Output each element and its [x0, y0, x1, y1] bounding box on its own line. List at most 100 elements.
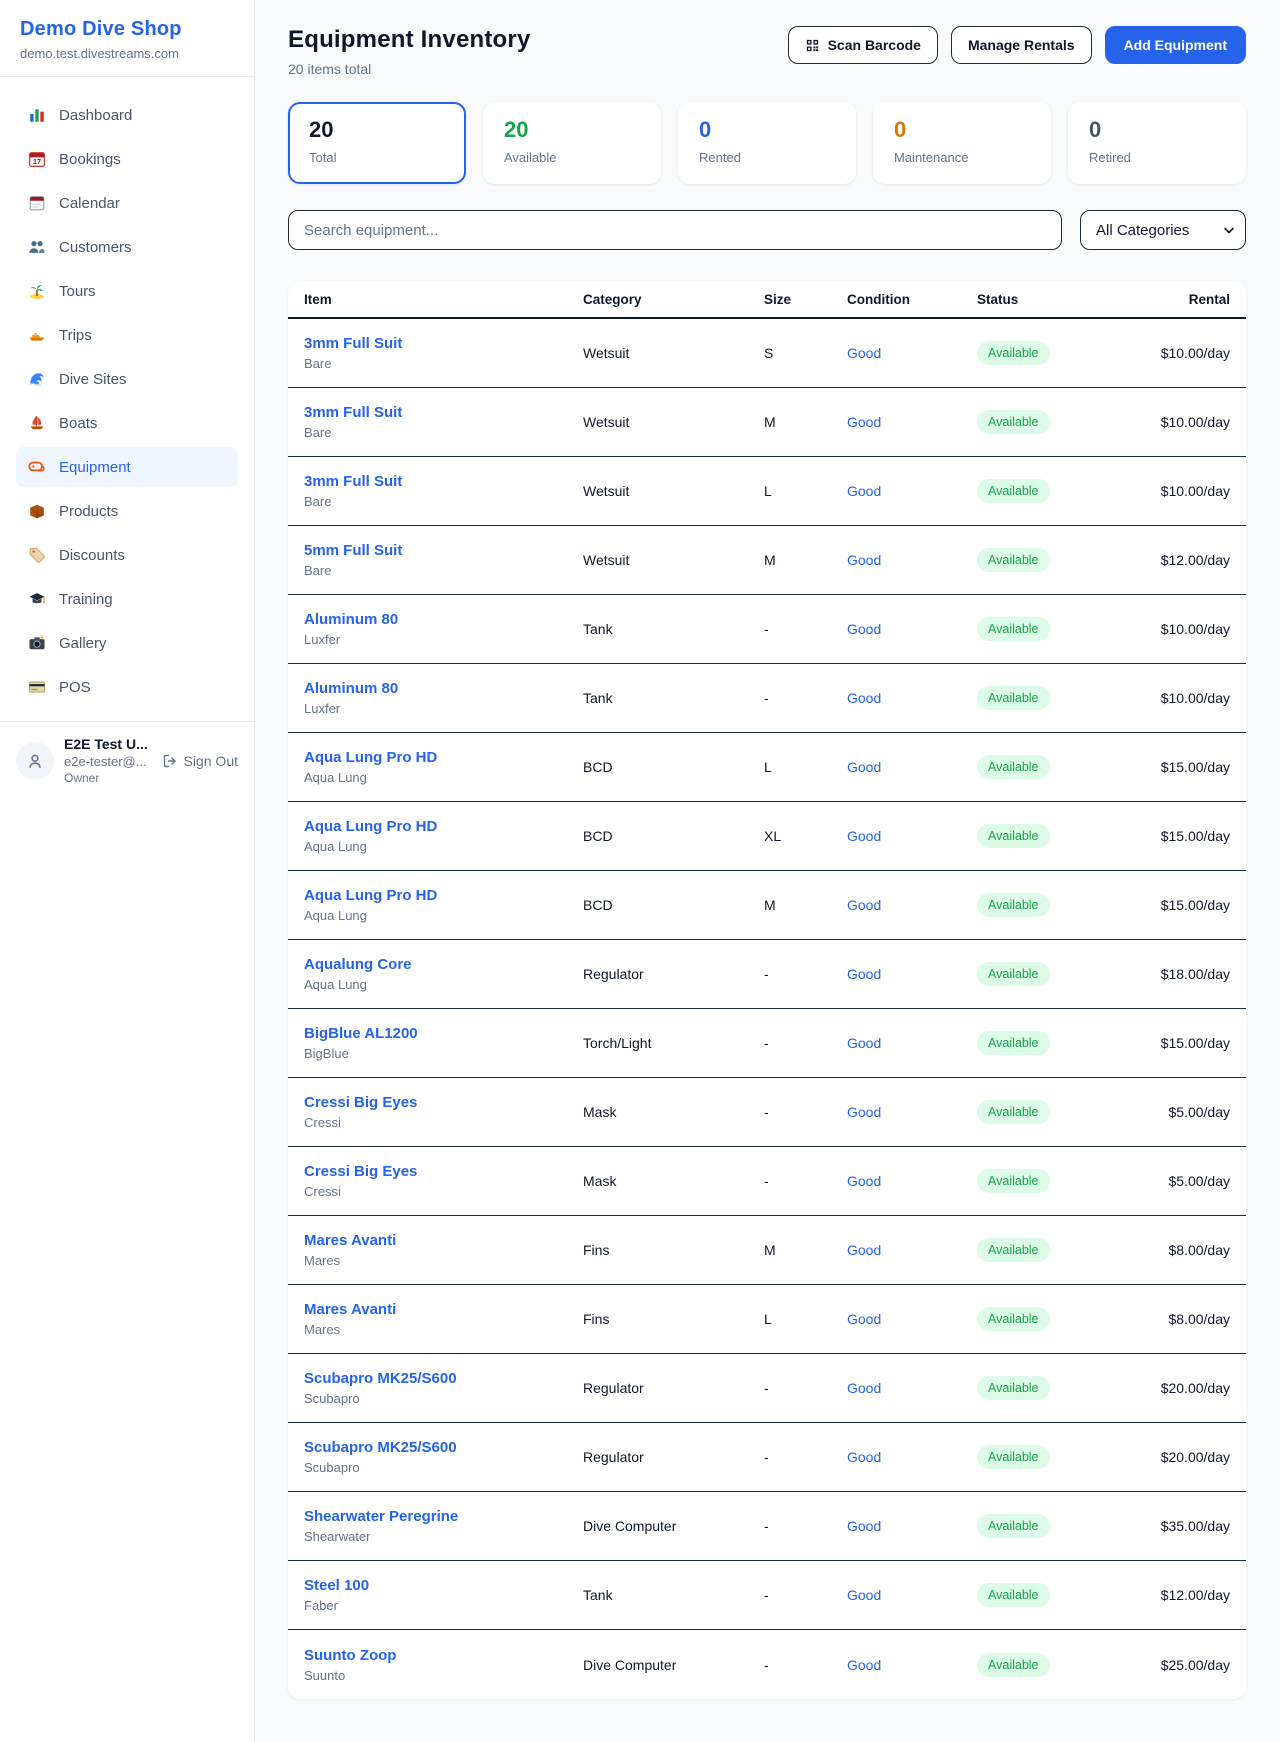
status-badge: Available	[977, 341, 1050, 365]
item-name-link[interactable]: Mares Avanti	[304, 1232, 397, 1249]
table-row: Aqua Lung Pro HD Aqua Lung BCD M Good Av…	[288, 871, 1246, 940]
sidebar-item-total[interactable]: 20 Total	[288, 102, 466, 184]
manage-rentals-button[interactable]: Manage Rentals	[950, 26, 1092, 64]
condition-link[interactable]: Good	[847, 1104, 882, 1120]
table-row: Mares Avanti Mares Fins M Good Available…	[288, 1216, 1246, 1285]
item-name-link[interactable]: Cressi Big Eyes	[304, 1163, 418, 1180]
condition-link[interactable]: Good	[847, 1311, 882, 1327]
rental-cell: $10.00/day	[1160, 690, 1230, 706]
condition-link[interactable]: Good	[847, 552, 882, 568]
sidebar-item-customers[interactable]: Customers	[16, 227, 238, 267]
item-name-link[interactable]: 5mm Full Suit	[304, 542, 403, 559]
status-badge: Available	[977, 824, 1050, 848]
condition-link[interactable]: Good	[847, 414, 882, 430]
condition-link[interactable]: Good	[847, 621, 882, 637]
sidebar-item-dashboard[interactable]: Dashboard	[16, 95, 238, 135]
sign-out-button[interactable]: Sign Out	[162, 753, 238, 769]
item-name-link[interactable]: 3mm Full Suit	[304, 473, 403, 490]
sidebar-item-label: Equipment	[59, 458, 131, 476]
condition-link[interactable]: Good	[847, 966, 882, 982]
condition-link[interactable]: Good	[847, 483, 882, 499]
item-name-link[interactable]: Aqua Lung Pro HD	[304, 887, 438, 904]
status-badge: Available	[977, 479, 1050, 503]
item-name-link[interactable]: Steel 100	[304, 1577, 370, 1594]
item-brand: Shearwater	[304, 1529, 371, 1544]
item-name-link[interactable]: Suunto Zoop	[304, 1646, 397, 1664]
tag-icon	[28, 546, 46, 564]
sidebar-item-maintenance[interactable]: 0 Maintenance	[873, 102, 1051, 184]
item-name-link[interactable]: Shearwater Peregrine	[304, 1508, 459, 1525]
condition-link[interactable]: Good	[847, 1587, 882, 1603]
table-row: Shearwater Peregrine Shearwater Dive Com…	[288, 1492, 1246, 1561]
sidebar-item-tours[interactable]: Tours	[16, 271, 238, 311]
item-brand: Mares	[304, 1253, 341, 1268]
sidebar-item-available[interactable]: 20 Available	[483, 102, 661, 184]
sidebar-item-bookings[interactable]: 17 Bookings	[16, 139, 238, 179]
sidebar-item-products[interactable]: Products	[16, 491, 238, 531]
equipment-table: Item Category Size Condition Status Rental 3m…	[288, 281, 1246, 1699]
sidebar-item-equipment[interactable]: Equipment	[16, 447, 238, 487]
category-select[interactable]: All Categories	[1080, 210, 1246, 250]
item-name-link[interactable]: Aluminum 80	[304, 680, 399, 697]
status-badge: Available	[977, 1307, 1050, 1331]
sidebar-item-training[interactable]: Training	[16, 579, 238, 619]
sidebar-item-discounts[interactable]: Discounts	[16, 535, 238, 575]
shop-name[interactable]: Demo Dive Shop	[20, 18, 182, 40]
add-equipment-button[interactable]: Add Equipment	[1104, 26, 1246, 64]
sidebar-item-gallery[interactable]: Gallery	[16, 623, 238, 663]
sidebar-item-retired[interactable]: 0 Retired	[1068, 102, 1246, 184]
table-row: 3mm Full Suit Bare Wetsuit M Good Availa…	[288, 388, 1246, 457]
condition-link[interactable]: Good	[847, 897, 882, 913]
item-name-link[interactable]: Aqua Lung Pro HD	[304, 818, 438, 835]
scan-barcode-button[interactable]: Scan Barcode	[787, 26, 938, 64]
item-name-link[interactable]: Aluminum 80	[304, 611, 399, 628]
sidebar-item-rented[interactable]: 0 Rented	[678, 102, 856, 184]
condition-link[interactable]: Good	[847, 1518, 882, 1534]
item-name-link[interactable]: Scubapro MK25/S600	[304, 1370, 457, 1387]
item-name-link[interactable]: Cressi Big Eyes	[304, 1094, 418, 1111]
condition-link[interactable]: Good	[847, 1656, 882, 1673]
item-brand: Faber	[304, 1598, 338, 1613]
condition-link[interactable]: Good	[847, 828, 882, 844]
search-input[interactable]	[288, 210, 1062, 250]
table-row: Aqua Lung Pro HD Aqua Lung BCD L Good Av…	[288, 733, 1246, 802]
status-badge: Available	[977, 686, 1050, 710]
item-brand: Bare	[304, 356, 332, 371]
rental-cell: $15.00/day	[1160, 828, 1230, 844]
category-cell: Regulator	[583, 966, 644, 982]
item-name-link[interactable]: Scubapro MK25/S600	[304, 1439, 457, 1456]
size-cell: -	[764, 621, 769, 637]
sidebar-item-pos[interactable]: POS	[16, 667, 238, 707]
user-name: E2E Test U...	[64, 736, 148, 752]
condition-link[interactable]: Good	[847, 759, 882, 775]
item-brand: Aqua Lung	[304, 839, 367, 854]
sidebar-item-trips[interactable]: Trips	[16, 315, 238, 355]
condition-link[interactable]: Good	[847, 1173, 882, 1189]
sidebar-item-calendar[interactable]: Calendar	[16, 183, 238, 223]
item-name-link[interactable]: Mares Avanti	[304, 1301, 397, 1318]
condition-link[interactable]: Good	[847, 1035, 882, 1051]
item-name-link[interactable]: Aqualung Core	[304, 956, 412, 973]
sidebar-item-label: Boats	[59, 414, 98, 432]
palm-island-icon	[28, 282, 46, 300]
condition-link[interactable]: Good	[847, 1449, 882, 1465]
condition-link[interactable]: Good	[847, 345, 882, 361]
item-cell: Scubapro MK25/S600 Scubapro	[304, 1370, 583, 1406]
condition-link[interactable]: Good	[847, 690, 882, 706]
avatar	[16, 741, 54, 780]
status-badge: Available	[977, 1445, 1050, 1469]
sidebar-item-dive-sites[interactable]: Dive Sites	[16, 359, 238, 399]
item-name-link[interactable]: Aqua Lung Pro HD	[304, 749, 438, 766]
svg-text:17: 17	[33, 157, 41, 166]
item-name-link[interactable]: 3mm Full Suit	[304, 404, 403, 421]
condition-link[interactable]: Good	[847, 1242, 882, 1258]
size-cell: -	[764, 1380, 769, 1396]
column-header: Category	[583, 291, 642, 307]
size-cell: -	[764, 1656, 769, 1673]
item-name-link[interactable]: 3mm Full Suit	[304, 335, 403, 352]
condition-link[interactable]: Good	[847, 1380, 882, 1396]
item-brand: Luxfer	[304, 632, 341, 647]
item-name-link[interactable]: BigBlue AL1200	[304, 1025, 418, 1042]
stat-label: Rented	[699, 150, 741, 165]
sidebar-item-boats[interactable]: Boats	[16, 403, 238, 443]
